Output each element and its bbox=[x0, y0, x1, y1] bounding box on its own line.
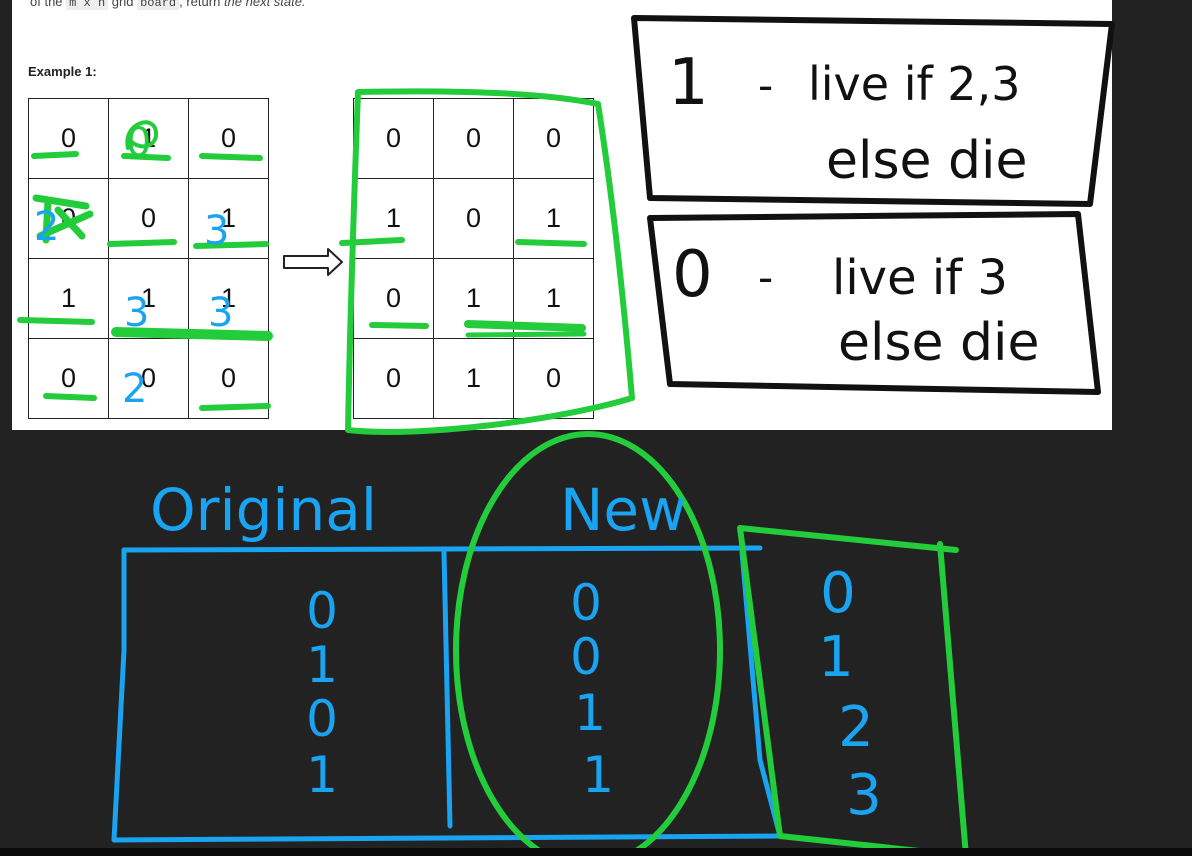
original-value: 1 bbox=[306, 746, 338, 804]
code-value: 3 bbox=[846, 763, 882, 828]
cell: 0 bbox=[188, 98, 269, 179]
cell: 0 bbox=[28, 98, 109, 179]
new-column-ellipse bbox=[453, 431, 723, 856]
cell: 1 bbox=[433, 338, 514, 419]
code-mxn: m x n bbox=[66, 0, 109, 10]
intro-suffix: , return bbox=[179, 0, 221, 9]
cell: 1 bbox=[188, 258, 269, 339]
original-value: 0 bbox=[306, 582, 338, 640]
cell: 1 bbox=[513, 258, 594, 339]
cell: 0 bbox=[108, 178, 189, 259]
cell: 0 bbox=[28, 178, 109, 259]
new-column: 0 0 1 1 bbox=[570, 574, 614, 804]
blue-table bbox=[111, 545, 783, 843]
cell: 1 bbox=[188, 178, 269, 259]
cell: 1 bbox=[433, 258, 514, 339]
bottom-bar bbox=[0, 848, 1192, 856]
code-value: 0 bbox=[820, 561, 856, 626]
cell: 0 bbox=[513, 338, 594, 419]
new-value: 0 bbox=[570, 628, 602, 686]
code-board: board bbox=[137, 0, 180, 10]
table-header-new: New bbox=[560, 476, 687, 544]
original-column: 0 1 0 1 bbox=[306, 582, 338, 804]
original-value: 1 bbox=[306, 636, 338, 694]
cell: 0 bbox=[513, 98, 594, 179]
cell: 0 bbox=[353, 258, 434, 339]
cell: 0 bbox=[108, 338, 189, 419]
cell: 1 bbox=[353, 178, 434, 259]
intro-emphasis: the next state. bbox=[223, 0, 306, 9]
cell: 1 bbox=[513, 178, 594, 259]
code-value: 1 bbox=[818, 625, 854, 690]
intro-middle: grid bbox=[111, 0, 134, 9]
intro-text: of the m x n grid board, return the next… bbox=[30, 0, 306, 10]
cell: 0 bbox=[28, 338, 109, 419]
table-headers: Original New bbox=[150, 476, 687, 544]
cell: 1 bbox=[108, 98, 189, 179]
code-box bbox=[737, 525, 969, 856]
intro-prefix: of the bbox=[30, 0, 63, 9]
cell: 1 bbox=[108, 258, 189, 339]
cell: 0 bbox=[188, 338, 269, 419]
board-before: 0 1 0 0 0 1 1 1 1 0 0 0 bbox=[28, 98, 269, 419]
code-value: 2 bbox=[838, 695, 874, 760]
problem-description: of the m x n grid board, return the next… bbox=[12, 0, 1112, 430]
cell: 0 bbox=[433, 98, 514, 179]
new-value: 1 bbox=[582, 746, 614, 804]
board-after: 0 0 0 1 0 1 0 1 1 0 1 0 bbox=[353, 98, 594, 419]
example-label: Example 1: bbox=[28, 64, 97, 79]
original-value: 0 bbox=[306, 690, 338, 748]
cell: 0 bbox=[433, 178, 514, 259]
code-column: 0 1 2 3 bbox=[818, 561, 882, 828]
cell: 0 bbox=[353, 98, 434, 179]
new-value: 1 bbox=[574, 684, 606, 742]
cell: 1 bbox=[28, 258, 109, 339]
cell: 0 bbox=[353, 338, 434, 419]
table-header-original: Original bbox=[150, 476, 377, 544]
new-value: 0 bbox=[570, 574, 602, 632]
